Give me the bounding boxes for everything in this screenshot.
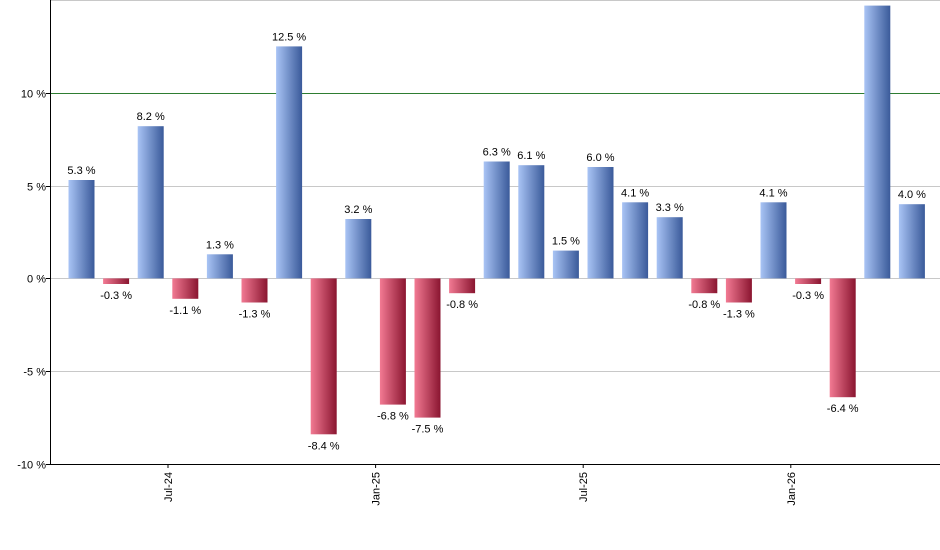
bar-data-label: 6.3 % [483,147,511,159]
bar-data-label: 1.5 % [552,236,580,248]
bar-data-label: -7.5 % [412,424,444,436]
bar-data-label: -1.3 % [723,309,755,321]
bar-data-label: 12.5 % [272,31,306,43]
axes: 10 % 5 % 0 % -5 % -10 % Jul-24 Jan-25 Jul-25 Jan… [17,0,940,506]
bar-negative [725,278,752,303]
bar-data-label: 8.2 % [137,111,165,123]
bar-positive [345,219,372,279]
y-tick-label: -10 % [17,460,46,472]
bar-data-label: 14.7 % [860,0,894,3]
bar-data-label: -0.8 % [688,299,720,311]
bar-positive [622,202,649,279]
bar-data-label: 1.3 % [206,239,234,251]
bar-negative [414,278,441,418]
bar-data-label: -8.4 % [308,440,340,452]
x-tick-label: Jan-25 [371,472,383,506]
bar-data-label: 4.1 % [621,187,649,199]
bar-positive [587,167,614,279]
bar-data-label: 4.1 % [759,187,787,199]
bar-negative [103,278,130,284]
bar-data-label: 5.3 % [67,165,95,177]
y-tick-label: -5 % [23,367,46,379]
bar-positive [483,161,510,279]
y-tick-label: 5 % [27,182,46,194]
bar-positive [276,46,303,279]
bar-positive [864,5,891,279]
bar-positive [518,165,545,279]
y-tick-label: 0 % [27,274,46,286]
bar-data-label: -6.4 % [827,403,859,415]
x-tick-label: Jul-24 [163,472,175,502]
x-tick-label: Jul-25 [578,472,590,502]
bar-positive [760,202,787,279]
bar-negative [241,278,268,303]
bar-negative [172,278,199,299]
bar-data-label: 4.0 % [898,189,926,201]
y-tick-label: 10 % [21,89,46,101]
bar-data-label: -1.3 % [239,309,271,321]
bar-data-label: -6.8 % [377,411,409,423]
bar-positive [68,180,95,279]
bar-positive [137,126,164,279]
bar-negative [310,278,337,435]
bar-negative [691,278,718,294]
bar-data-label: -0.3 % [792,290,824,302]
bar-data-label: 6.1 % [517,150,545,162]
bar-data-label: -0.3 % [100,290,132,302]
bar-data-label: -0.8 % [446,299,478,311]
bar-negative [795,278,822,284]
bar-negative [379,278,406,405]
x-tick-label: Jan-26 [786,472,798,506]
bar-negative [829,278,856,398]
bar-positive [656,217,683,279]
bar-positive [552,250,579,279]
bars [68,5,925,435]
bar-data-label: 6.0 % [586,152,614,164]
bar-data-label: 3.2 % [344,204,372,216]
bar-positive [898,204,925,279]
bar-positive [206,254,233,279]
data-labels: 5.3 % -0.3 % 8.2 % -1.1 % 1.3 % -1.3 % 12.5 % -… [67,0,926,452]
bar-negative [449,278,476,294]
bar-data-label: -1.1 % [169,305,201,317]
bar-data-label: 3.3 % [656,202,684,214]
